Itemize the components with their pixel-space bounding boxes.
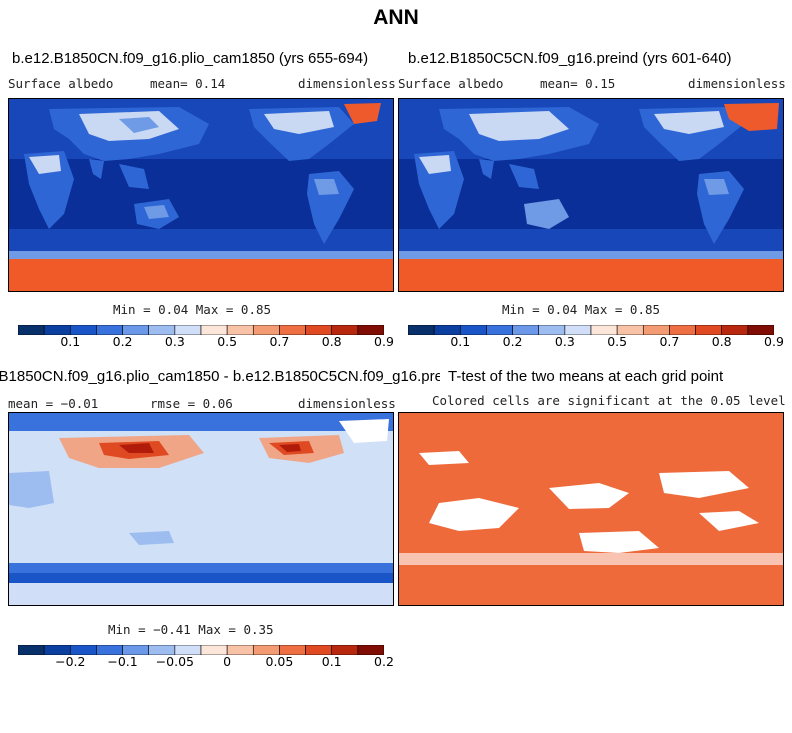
colorbar-tick-label: −0.2 bbox=[55, 654, 86, 669]
panel2-minmax: Min = 0.04 Max = 0.85 bbox=[502, 302, 661, 317]
colorbar-tick-label: 0.1 bbox=[321, 654, 342, 669]
colorbar-swatch bbox=[17, 644, 45, 656]
figure-title: ANN bbox=[373, 6, 419, 29]
colorbar-tick-label: 0.2 bbox=[112, 334, 133, 349]
panel3-rmse-label: rmse = 0.06 bbox=[150, 396, 233, 411]
colorbar-tick-label: −0.05 bbox=[155, 654, 194, 669]
colorbar-swatch bbox=[17, 324, 45, 336]
map-content bbox=[399, 413, 783, 605]
panel2-variable-label: Surface albedo bbox=[398, 76, 504, 91]
colorbar-diff: −0.2 −0.1 −0.05 0 0.05 0.1 0.2 bbox=[17, 642, 394, 669]
panel3-title-clip: b.e12.B1850CN.f09_g16.plio_cam1850 - b.e… bbox=[0, 366, 440, 388]
panel1-minmax: Min = 0.04 Max = 0.85 bbox=[113, 302, 272, 317]
panel2-title: b.e12.B1850C5CN.f09_g16.preind (yrs 601-… bbox=[408, 50, 732, 67]
colorbar-tick-label: 0.5 bbox=[607, 334, 628, 349]
colorbar-tick-label: 0.9 bbox=[374, 334, 394, 349]
map-plio-albedo bbox=[8, 98, 394, 292]
colorbar-svg bbox=[407, 324, 775, 336]
colorbar-tick-label: 0.1 bbox=[450, 334, 471, 349]
colorbar-albedo-2: 0.1 0.2 0.3 0.5 0.7 0.8 0.9 bbox=[407, 322, 784, 349]
panel1-units-label: dimensionless bbox=[298, 76, 396, 91]
map-ttest-svg bbox=[399, 413, 783, 605]
colorbar-tick-label: 0.3 bbox=[164, 334, 185, 349]
panel4-title: T-test of the two means at each grid poi… bbox=[448, 368, 724, 385]
colorbar-tick-label: 0.7 bbox=[659, 334, 680, 349]
colorbar-albedo-1: 0.1 0.2 0.3 0.5 0.7 0.8 0.9 bbox=[17, 322, 394, 349]
panel2-units-label: dimensionless bbox=[688, 76, 786, 91]
panel1-variable-label: Surface albedo bbox=[8, 76, 114, 91]
colorbar-tick-label: 0 bbox=[223, 654, 232, 669]
colorbar-tick-label: 0.8 bbox=[711, 334, 732, 349]
colorbar-tick-label: 0.9 bbox=[764, 334, 784, 349]
colorbar-swatch bbox=[407, 324, 435, 336]
map-preind-albedo bbox=[398, 98, 784, 292]
panel3-title: b.e12.B1850CN.f09_g16.plio_cam1850 - b.e… bbox=[0, 368, 440, 385]
map-content bbox=[9, 99, 393, 291]
colorbar-tick-label: 0.2 bbox=[502, 334, 523, 349]
map-content bbox=[9, 413, 393, 605]
panel4-subtitle: Colored cells are significant at the 0.0… bbox=[432, 393, 786, 408]
map-content bbox=[399, 99, 783, 291]
panel2-mean-label: mean= 0.15 bbox=[540, 76, 616, 91]
map-plio-svg bbox=[9, 99, 393, 291]
panel3-minmax: Min = −0.41 Max = 0.35 bbox=[108, 622, 274, 637]
panel3-units-label: dimensionless bbox=[298, 396, 396, 411]
colorbar-tick-label: 0.3 bbox=[554, 334, 575, 349]
panel3-mean-label: mean = −0.01 bbox=[8, 396, 99, 411]
map-difference bbox=[8, 412, 394, 606]
colorbar-tick-label: 0.8 bbox=[321, 334, 342, 349]
map-ttest bbox=[398, 412, 784, 606]
map-preind-svg bbox=[399, 99, 783, 291]
colorbar-tick-label: 0.2 bbox=[374, 654, 394, 669]
colorbar-tick-label: −0.1 bbox=[107, 654, 138, 669]
map-difference-svg bbox=[9, 413, 393, 605]
panel1-mean-label: mean= 0.14 bbox=[150, 76, 226, 91]
panel1-title: b.e12.B1850CN.f09_g16.plio_cam1850 (yrs … bbox=[12, 50, 369, 67]
colorbar-tick-label: 0.1 bbox=[60, 334, 81, 349]
colorbar-tick-label: 0.5 bbox=[217, 334, 238, 349]
colorbar-tick-label: 0.7 bbox=[269, 334, 290, 349]
colorbar-tick-label: 0.05 bbox=[265, 654, 294, 669]
